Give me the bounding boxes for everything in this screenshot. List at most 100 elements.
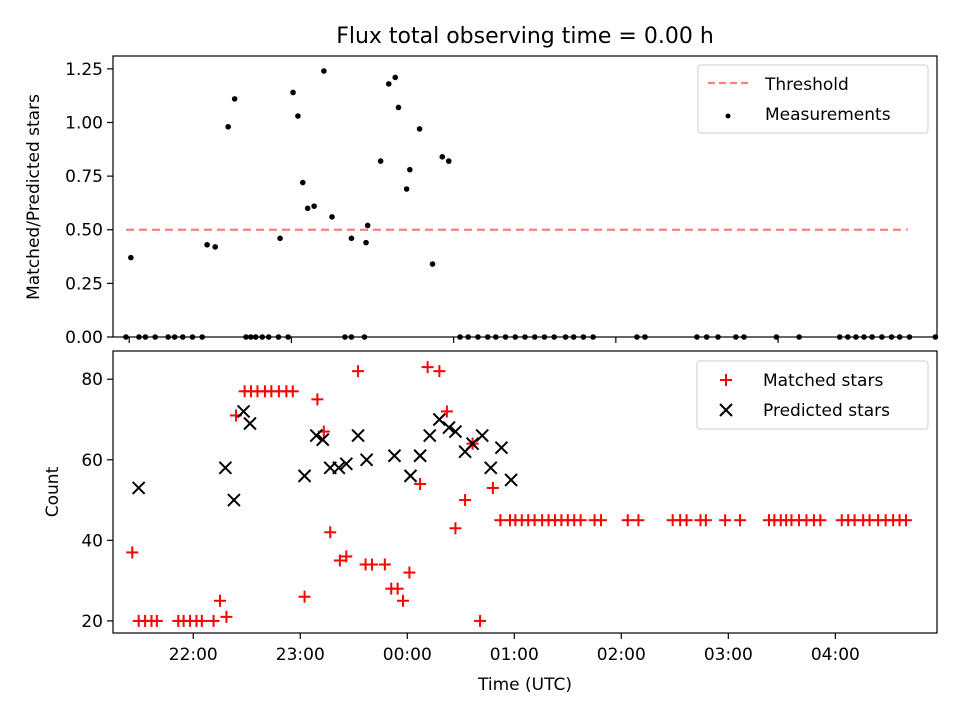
bottom-x-tick-label: 00:00	[383, 645, 432, 665]
measurements-point	[715, 334, 721, 340]
measurements-point	[295, 113, 301, 119]
measurements-point	[348, 235, 355, 242]
predicted-stars-point-b	[236, 404, 251, 419]
measurements-point	[311, 203, 317, 209]
measurements-point	[142, 334, 149, 340]
measurements-point	[703, 334, 710, 340]
top-y-tick-label: 0.00	[65, 328, 103, 348]
predicted-stars-point-b	[339, 457, 353, 471]
bottom-x-tick-label: 22:00	[169, 645, 218, 665]
matched-stars-point	[719, 514, 732, 527]
predicted-stars-point	[475, 428, 489, 443]
predicted-stars-point-b	[359, 453, 374, 467]
matched-stars-point	[126, 546, 139, 559]
top-y-tick-label: 1.00	[65, 113, 103, 133]
measurements-point	[844, 334, 851, 340]
measurements-point	[385, 81, 392, 87]
matched-stars-point	[814, 514, 827, 527]
measurements-point	[869, 334, 875, 340]
predicted-stars-point	[236, 404, 251, 419]
measurements-point	[522, 334, 528, 340]
bottom-panel: Count Time (UTC)	[43, 350, 938, 695]
measurements-point	[361, 334, 368, 340]
legend-matched-label: Matched stars	[763, 371, 883, 391]
measurements-point	[277, 235, 283, 242]
predicted-stars-point	[387, 449, 402, 463]
bottom-y-tick-label: 20	[81, 612, 103, 632]
matched-stars-point	[899, 514, 912, 527]
matched-stars-point	[220, 610, 233, 623]
measurements-point	[634, 334, 640, 340]
measurements-point	[231, 96, 238, 102]
predicted-stars-point	[332, 461, 346, 475]
predicted-stars-point-b	[332, 461, 346, 475]
predicted-stars-point	[243, 416, 257, 431]
measurements-point	[445, 158, 452, 164]
measurements-point	[248, 334, 254, 340]
measurements-point	[321, 68, 327, 74]
matched-stars-point	[324, 526, 337, 539]
measurements-point	[342, 334, 348, 340]
measurements-point	[502, 334, 509, 340]
bottom-x-axis-label: Time (UTC)	[477, 675, 572, 695]
measurements-point	[694, 334, 700, 340]
measurements-point	[299, 179, 306, 186]
top-chart-title: Flux total observing time = 0.00 h	[336, 24, 714, 49]
top-y-tick-label: 0.50	[65, 221, 103, 241]
measurements-point	[136, 334, 142, 340]
predicted-stars-point	[351, 428, 365, 443]
bottom-x-tick-label: 03:00	[704, 645, 753, 665]
top-marks: 0.00 0.25 0.50 0.75 1.00 1.25	[65, 60, 939, 348]
measurements-point	[590, 334, 596, 340]
measurements-point	[407, 166, 413, 173]
predicted-stars-point	[465, 436, 480, 451]
predicted-stars-point-b	[465, 436, 480, 451]
predicted-stars-point	[359, 453, 374, 467]
matched-stars-point	[632, 514, 645, 527]
matched-stars-point	[680, 514, 693, 527]
measurements-point	[861, 334, 867, 340]
measurements-point	[152, 334, 158, 340]
measurements-point	[243, 334, 249, 340]
measurements-point	[212, 244, 218, 250]
matched-stars-point	[403, 566, 416, 579]
measurements-point	[259, 334, 266, 340]
matched-stars-point	[433, 365, 446, 378]
matched-stars-point	[699, 514, 712, 527]
matched-stars-point	[298, 590, 311, 603]
bottom-y-tick-label: 80	[81, 370, 103, 390]
predicted-stars-point-b	[403, 469, 418, 483]
matched-stars-point	[195, 614, 208, 627]
measurements-point	[199, 334, 206, 340]
matched-stars-point	[378, 558, 391, 571]
matched-stars-point	[150, 614, 163, 627]
predicted-stars-point	[413, 449, 427, 463]
predicted-stars-point-b	[351, 428, 365, 443]
legend-threshold-label: Threshold	[764, 75, 849, 95]
measurements-point	[439, 154, 446, 160]
matched-stars-point	[333, 554, 346, 567]
bottom-x-tick-label: 01:00	[490, 645, 539, 665]
legend-measurements-swatch	[725, 113, 731, 119]
matched-stars-point	[365, 558, 378, 571]
predicted-stars-point-b	[442, 420, 456, 435]
predicted-stars-point-b	[316, 432, 330, 447]
matched-stars-point	[352, 365, 365, 378]
matched-stars-point	[621, 514, 634, 527]
predicted-stars-point-b	[494, 440, 509, 455]
bottom-legend: Matched stars Predicted stars	[696, 360, 929, 430]
matched-stars-point	[414, 477, 427, 490]
predicted-stars-point-b	[218, 461, 233, 475]
matched-stars-point	[440, 405, 453, 418]
matched-stars-point	[486, 481, 499, 494]
predicted-stars-point	[423, 428, 437, 443]
bottom-x-tick-label: 02:00	[597, 645, 646, 665]
measurements-point	[896, 334, 903, 340]
predicted-stars-point-b	[475, 428, 489, 443]
predicted-stars-point-b	[227, 493, 241, 507]
bottom-x-tick-label: 23:00	[276, 645, 325, 665]
measurements-point	[329, 214, 335, 220]
predicted-stars-point	[484, 461, 498, 475]
legend-predicted-swatch	[719, 403, 733, 417]
